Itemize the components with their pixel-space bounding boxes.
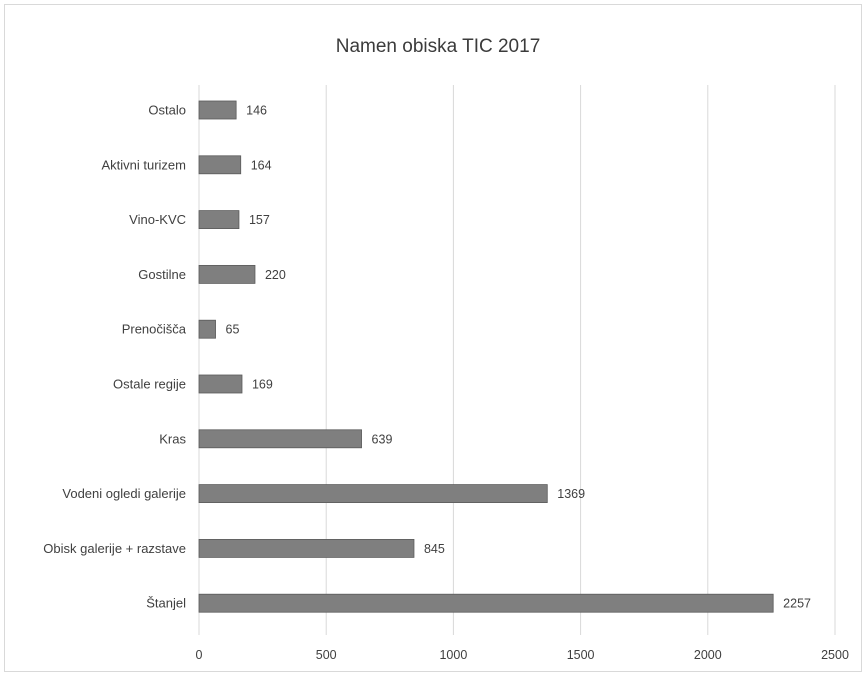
x-tick-label: 0	[196, 648, 203, 662]
data-label: 1369	[557, 487, 585, 501]
bar	[198, 264, 256, 284]
data-label: 164	[251, 158, 272, 172]
data-labels: 146 164 157 220 65 169 639 1369 845 2257	[226, 104, 812, 611]
data-label: 845	[424, 542, 445, 556]
category-label: Prenočišča	[122, 322, 187, 337]
chart-title: Namen obiska TIC 2017	[336, 36, 541, 57]
x-tick-label: 2000	[694, 648, 722, 662]
bars	[198, 100, 774, 613]
category-labels: Ostalo Aktivni turizem Vino-KVC Gostilne Pre…	[43, 103, 186, 611]
data-label: 157	[249, 213, 270, 227]
category-label: Vodeni ogledi galerije	[62, 486, 186, 501]
x-tick-label: 500	[316, 648, 337, 662]
x-tick-label: 1000	[439, 648, 467, 662]
bar	[198, 539, 415, 558]
category-label: Aktivni turizem	[101, 157, 186, 172]
category-label: Obisk galerije + razstave	[43, 541, 186, 556]
x-axis-tick-labels: 0 500 1000 1500 2000 2500	[196, 648, 849, 662]
category-label: Štanjel	[146, 596, 186, 611]
data-label: 2257	[783, 597, 811, 611]
x-tick-label: 1500	[567, 648, 595, 662]
bar	[198, 593, 774, 613]
category-label: Vino-KVC	[129, 212, 186, 227]
bar	[198, 484, 548, 504]
bar	[198, 374, 243, 394]
category-label: Ostalo	[148, 103, 186, 118]
bar	[198, 210, 240, 230]
category-label: Kras	[159, 431, 186, 446]
bar	[198, 100, 237, 120]
bar	[198, 155, 242, 175]
data-label: 146	[246, 104, 267, 118]
data-label: 639	[372, 432, 393, 446]
data-label: 65	[226, 323, 240, 337]
data-label: 169	[252, 378, 273, 392]
x-tick-label: 2500	[821, 648, 849, 662]
category-label: Ostale regije	[113, 377, 186, 392]
bar-chart: Namen obiska TIC 2017 Ostalo Aktivni turi…	[43, 36, 849, 662]
data-label: 220	[265, 268, 286, 282]
bar	[198, 319, 216, 339]
category-label: Gostilne	[138, 267, 186, 282]
bar	[198, 429, 362, 449]
chart-frame: Namen obiska TIC 2017 Ostalo Aktivni turi…	[4, 4, 862, 672]
